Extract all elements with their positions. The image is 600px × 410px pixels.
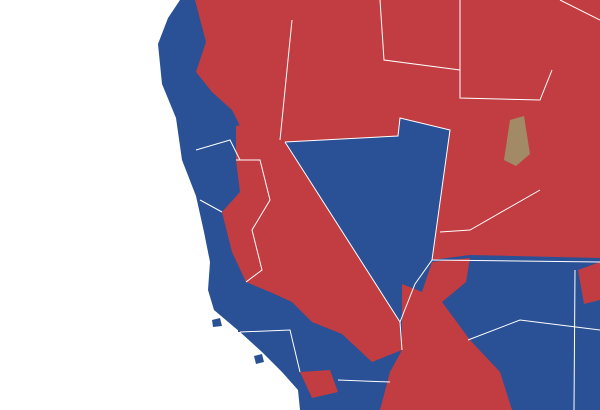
island [238, 326, 246, 332]
region-red-southeast [380, 258, 512, 410]
borders [195, 0, 600, 410]
region-red-edge [578, 262, 600, 304]
region-red-coast [300, 370, 338, 398]
region-red-california [222, 120, 402, 362]
region-tan [504, 116, 530, 166]
region-red-north [195, 0, 600, 260]
island [212, 318, 222, 327]
island [254, 354, 264, 364]
